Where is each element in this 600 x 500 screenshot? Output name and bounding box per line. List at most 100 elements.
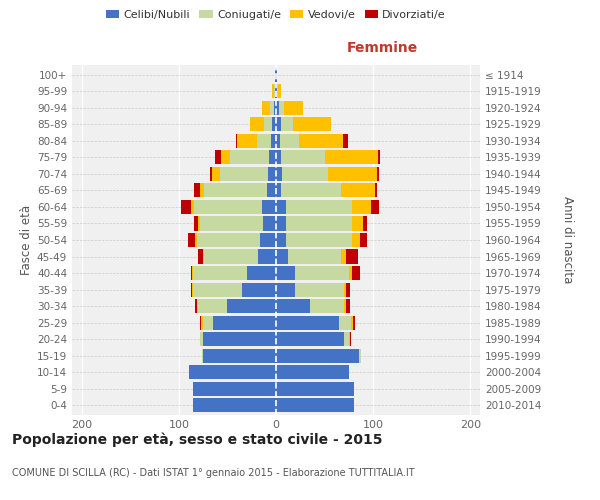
Bar [198,299,227,313]
Bar [276,316,339,330]
Bar [274,84,275,98]
Bar [191,282,193,296]
Bar [352,216,364,230]
Bar [343,134,348,148]
Bar [193,282,242,296]
Bar [281,184,341,198]
Bar [276,282,295,296]
Bar [378,150,380,164]
Bar [352,200,371,214]
Bar [286,233,352,247]
Bar [344,299,346,313]
Bar [202,348,203,362]
Bar [282,167,328,181]
Bar [210,167,212,181]
Bar [191,200,194,214]
Bar [341,184,375,198]
Bar [341,250,346,264]
Bar [284,101,303,115]
Bar [276,167,282,181]
Bar [276,118,281,132]
Bar [280,134,299,148]
Bar [276,216,286,230]
Bar [198,216,200,230]
Bar [188,233,196,247]
Bar [359,233,367,247]
Bar [275,68,276,82]
Bar [359,348,361,362]
Bar [325,150,378,164]
Bar [293,118,331,132]
Bar [272,84,274,98]
Y-axis label: Anni di nascita: Anni di nascita [561,196,574,284]
Bar [191,266,193,280]
Bar [310,299,344,313]
Bar [260,233,276,247]
Bar [257,134,271,148]
Bar [201,316,203,330]
Y-axis label: Fasce di età: Fasce di età [20,205,33,275]
Bar [262,101,270,115]
Bar [276,134,280,148]
Bar [203,316,213,330]
Bar [276,200,286,214]
Bar [230,150,269,164]
Bar [295,282,344,296]
Bar [265,118,272,132]
Bar [212,167,220,181]
Bar [279,101,284,115]
Bar [237,134,257,148]
Bar [215,150,221,164]
Bar [346,282,350,296]
Bar [274,101,276,115]
Bar [276,348,359,362]
Bar [276,233,286,247]
Bar [181,200,191,214]
Bar [377,167,379,181]
Bar [200,216,263,230]
Bar [197,299,198,313]
Legend: Celibi/Nubili, Coniugati/e, Vedovi/e, Divorziati/e: Celibi/Nubili, Coniugati/e, Vedovi/e, Di… [101,6,451,25]
Bar [275,84,276,98]
Bar [221,150,230,164]
Bar [351,316,353,330]
Bar [276,299,310,313]
Bar [194,200,262,214]
Bar [281,118,293,132]
Bar [227,299,276,313]
Bar [198,250,203,264]
Bar [270,101,274,115]
Bar [250,118,265,132]
Bar [236,134,237,148]
Bar [276,365,349,379]
Bar [203,332,276,346]
Bar [272,118,276,132]
Bar [344,282,346,296]
Bar [276,68,277,82]
Bar [328,167,377,181]
Bar [276,184,281,198]
Bar [203,348,276,362]
Bar [269,150,276,164]
Bar [196,233,197,247]
Bar [197,233,260,247]
Bar [200,184,204,198]
Bar [193,382,276,396]
Bar [196,299,197,313]
Bar [263,216,276,230]
Bar [194,184,200,198]
Bar [268,167,276,181]
Bar [295,266,349,280]
Bar [276,250,287,264]
Bar [267,184,276,198]
Text: Femmine: Femmine [346,40,418,54]
Bar [286,216,352,230]
Text: COMUNE DI SCILLA (RC) - Dati ISTAT 1° gennaio 2015 - Elaborazione TUTTITALIA.IT: COMUNE DI SCILLA (RC) - Dati ISTAT 1° ge… [12,468,415,477]
Bar [350,332,351,346]
Bar [276,382,354,396]
Bar [299,134,343,148]
Bar [257,250,276,264]
Bar [344,332,349,346]
Bar [276,150,281,164]
Bar [276,332,344,346]
